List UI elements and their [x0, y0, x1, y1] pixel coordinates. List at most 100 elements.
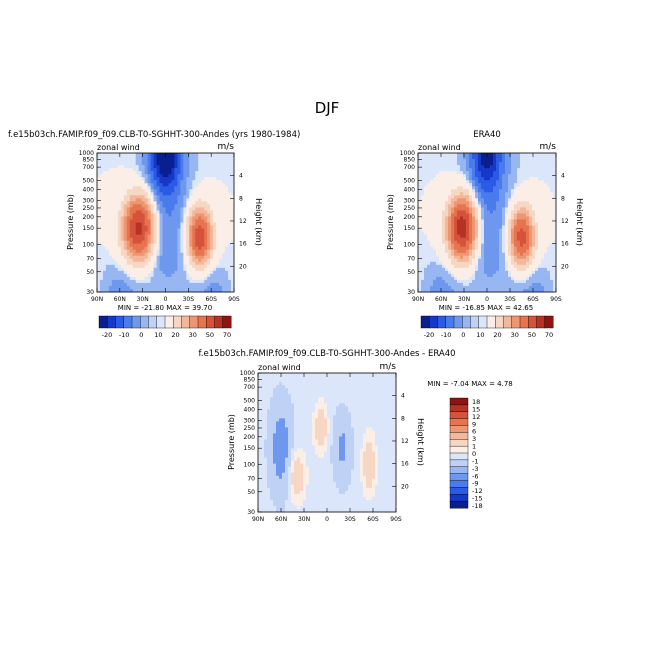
heatmap-cell: [427, 276, 431, 281]
heatmap-cell: [120, 276, 125, 281]
heatmap-cell: [502, 282, 506, 287]
heatmap-cell: [171, 159, 175, 163]
heatmap-cell: [99, 195, 104, 199]
heatmap-cell: [481, 285, 485, 290]
heatmap-cell: [520, 159, 524, 163]
heatmap-cell: [505, 192, 509, 196]
heatmap-cell: [126, 177, 131, 181]
heatmap-cell: [496, 183, 500, 187]
heatmap-cell: [279, 403, 283, 407]
heatmap-cell: [129, 243, 134, 248]
heatmap-cell: [514, 243, 518, 248]
heatmap-cell: [117, 243, 122, 248]
heatmap-cell: [544, 246, 548, 251]
heatmap-cell: [147, 240, 152, 245]
heatmap-cell: [538, 165, 542, 169]
heatmap-cell: [291, 451, 295, 455]
heatmap-cell: [204, 279, 208, 284]
heatmap-cell: [517, 153, 521, 157]
heatmap-cell: [475, 270, 479, 275]
heatmap-cell: [457, 213, 461, 217]
heatmap-cell: [132, 192, 137, 196]
heatmap-cell: [201, 159, 205, 163]
panel-1-stats: MIN = -21.80 MAX = 39.70: [118, 304, 212, 312]
heatmap-cell: [183, 255, 187, 260]
heatmap-cell: [150, 276, 154, 281]
heatmap-cell: [490, 210, 494, 214]
heatmap-cell: [514, 267, 518, 272]
heatmap-cell: [183, 204, 187, 208]
heatmap-cell: [141, 162, 146, 166]
heatmap-cell: [430, 243, 434, 248]
heatmap-cell: [544, 180, 548, 184]
heatmap-cell: [99, 171, 104, 175]
heatmap-cell: [445, 222, 449, 226]
heatmap-cell: [156, 261, 160, 266]
heatmap-cell: [126, 195, 131, 199]
heatmap-cell: [535, 201, 539, 205]
heatmap-cell: [138, 237, 143, 242]
heatmap-cell: [270, 493, 274, 498]
heatmap-cell: [123, 228, 128, 232]
heatmap-cell: [105, 171, 110, 175]
heatmap-cell: [520, 225, 524, 229]
heatmap-cell: [183, 210, 187, 214]
heatmap-cell: [276, 415, 280, 419]
heatmap-cell: [520, 264, 524, 269]
heatmap-cell: [451, 165, 455, 169]
heatmap-cell: [535, 282, 539, 287]
heatmap-cell: [526, 237, 530, 242]
colorbar-swatch: [115, 315, 125, 329]
heatmap-cell: [490, 162, 494, 166]
heatmap-cell: [282, 478, 286, 483]
heatmap-cell: [267, 484, 271, 489]
heatmap-cell: [195, 246, 199, 251]
heatmap-cell: [466, 234, 470, 239]
heatmap-cell: [141, 237, 146, 242]
heatmap-cell: [529, 159, 533, 163]
heatmap-cell: [111, 216, 116, 220]
heatmap-cell: [228, 201, 232, 205]
heatmap-cell: [520, 270, 524, 275]
heatmap-cell: [282, 394, 286, 398]
heatmap-cell: [141, 216, 146, 220]
heatmap-cell: [162, 168, 166, 172]
heatmap-cell: [150, 216, 154, 220]
heatmap-cell: [466, 165, 470, 169]
heatmap-cell: [457, 171, 461, 175]
heatmap-cell: [541, 183, 545, 187]
heatmap-cell: [162, 171, 166, 175]
heatmap-cell: [508, 192, 512, 196]
heatmap-cell: [282, 421, 286, 425]
heatmap-cell: [123, 216, 128, 220]
heatmap-cell: [294, 400, 298, 404]
heatmap-cell: [427, 201, 431, 205]
heatmap-cell: [141, 273, 146, 278]
heatmap-cell: [165, 168, 169, 172]
heatmap-cell: [126, 282, 131, 287]
heatmap-cell: [135, 165, 140, 169]
heatmap-cell: [544, 207, 548, 211]
heatmap-cell: [201, 225, 205, 229]
heatmap-cell: [264, 400, 268, 404]
heatmap-cell: [159, 162, 163, 166]
heatmap-cell: [499, 228, 503, 232]
heatmap-cell: [222, 198, 226, 202]
heatmap-cell: [424, 237, 428, 242]
colorbar-label: 50: [528, 331, 536, 339]
heatmap-cell: [529, 243, 533, 248]
heatmap-cell: [520, 189, 524, 193]
heatmap-cell: [270, 400, 274, 404]
heatmap-cell: [469, 186, 473, 190]
heatmap-cell: [270, 421, 274, 425]
heatmap-cell: [168, 264, 172, 269]
heatmap-cell: [192, 288, 196, 293]
heatmap-cell: [117, 228, 122, 232]
heatmap-cell: [469, 159, 473, 163]
heatmap-cell: [210, 264, 214, 269]
heatmap-cell: [180, 165, 184, 169]
heatmap-cell: [553, 156, 557, 160]
heatmap-cell: [520, 219, 524, 223]
heatmap-cell: [445, 159, 449, 163]
heatmap-cell: [156, 204, 160, 208]
